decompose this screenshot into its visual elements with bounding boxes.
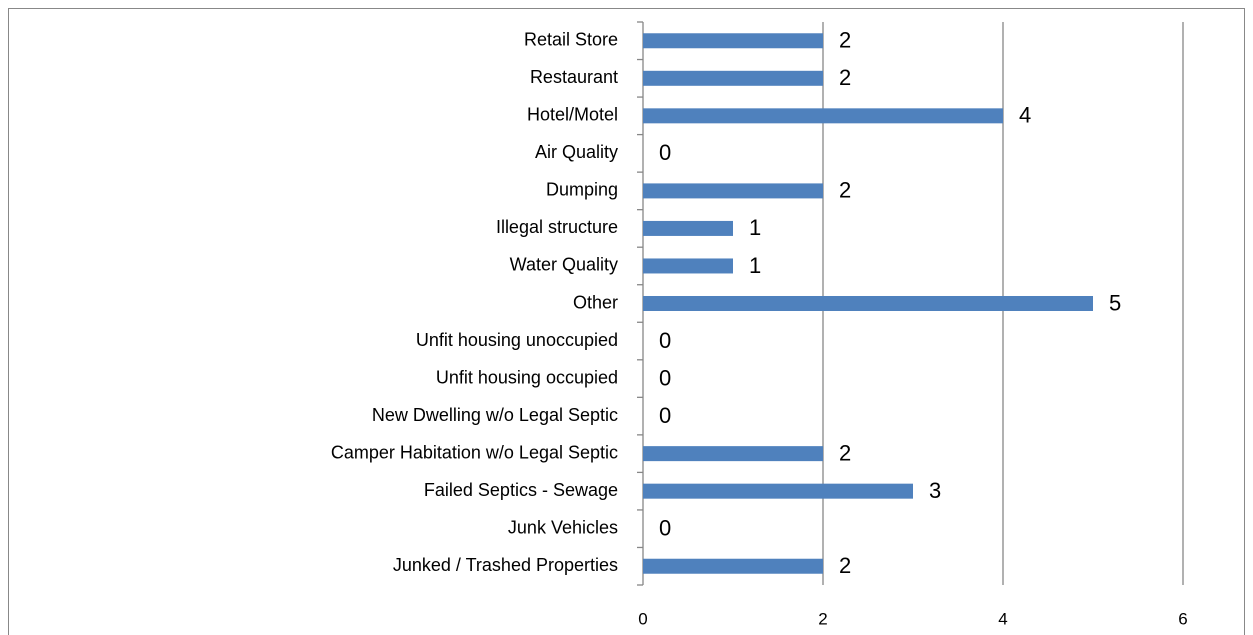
value-label: 1 bbox=[749, 253, 761, 278]
bar bbox=[643, 258, 733, 274]
value-label: 2 bbox=[839, 65, 851, 90]
y-tick-label: Junked / Trashed Properties bbox=[393, 555, 618, 575]
value-label: 0 bbox=[659, 365, 671, 390]
bar bbox=[643, 220, 733, 236]
bar bbox=[643, 70, 823, 86]
value-label: 2 bbox=[839, 440, 851, 465]
x-tick-label: 4 bbox=[998, 609, 1007, 628]
value-label: 0 bbox=[659, 140, 671, 165]
bar bbox=[643, 296, 1093, 311]
value-label: 2 bbox=[839, 178, 851, 203]
value-label: 0 bbox=[659, 403, 671, 428]
y-tick-label: Unfit housing unoccupied bbox=[416, 330, 618, 350]
value-label: 4 bbox=[1019, 103, 1031, 128]
bar bbox=[643, 33, 823, 49]
bar bbox=[643, 183, 823, 199]
y-tick-label: Hotel/Motel bbox=[527, 105, 618, 125]
y-tick-label: Air Quality bbox=[535, 142, 618, 162]
bar bbox=[643, 446, 823, 462]
value-label: 2 bbox=[839, 553, 851, 578]
y-tick-label: Other bbox=[573, 292, 618, 312]
value-label: 5 bbox=[1109, 290, 1121, 315]
bar bbox=[643, 558, 823, 574]
y-tick-label: Camper Habitation w/o Legal Septic bbox=[331, 442, 618, 462]
y-tick-label: Water Quality bbox=[510, 255, 618, 275]
x-tick-label: 0 bbox=[638, 609, 647, 628]
value-label: 3 bbox=[929, 478, 941, 503]
x-tick-label: 2 bbox=[818, 609, 827, 628]
bar bbox=[643, 483, 913, 499]
y-tick-label: Junk Vehicles bbox=[508, 517, 618, 537]
y-tick-label: Unfit housing occupied bbox=[436, 367, 618, 387]
y-tick-label: Retail Store bbox=[524, 30, 618, 50]
value-label: 1 bbox=[749, 215, 761, 240]
value-label: 2 bbox=[839, 28, 851, 53]
y-tick-label: New Dwelling w/o Legal Septic bbox=[372, 405, 618, 425]
chart-frame bbox=[8, 8, 1245, 635]
x-tick-label: 6 bbox=[1178, 609, 1187, 628]
bar bbox=[643, 108, 1003, 124]
y-tick-label: Restaurant bbox=[530, 67, 618, 87]
y-tick-label: Dumping bbox=[546, 180, 618, 200]
y-tick-label: Failed Septics - Sewage bbox=[424, 480, 618, 500]
value-label: 0 bbox=[659, 516, 671, 541]
y-tick-label: Illegal structure bbox=[496, 217, 618, 237]
value-label: 0 bbox=[659, 328, 671, 353]
